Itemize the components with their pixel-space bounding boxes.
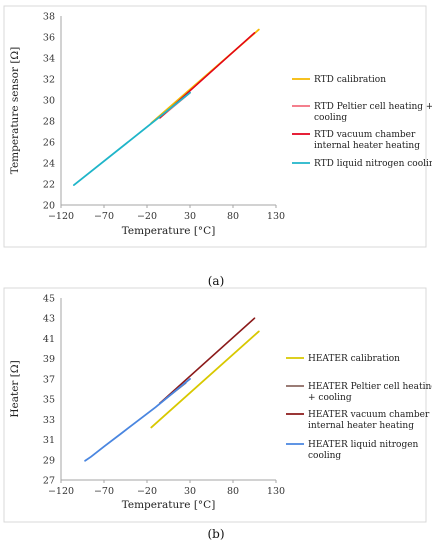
- y-tick-label: 29: [43, 455, 55, 466]
- y-axis-label: Temperature sensor [Ω]: [9, 47, 21, 174]
- x-tick-label: 30: [184, 211, 196, 222]
- legend-entry: HEATER vacuum chamber internal heater hea…: [308, 410, 430, 431]
- legend-entry: RTD calibration: [314, 75, 386, 85]
- chart-panel-b: −120 −70 −20 30 80 130 27 29 31 33 35 37 39 41 43 45 Tem…: [3, 287, 432, 541]
- y-tick-label: 43: [43, 314, 55, 325]
- x-tick-label: −120: [48, 211, 74, 222]
- y-tick-label: 34: [43, 54, 55, 65]
- panel-label: (b): [207, 527, 224, 541]
- y-tick-label: 41: [43, 334, 55, 345]
- x-tick-label: 130: [267, 211, 285, 222]
- y-tick-label: 24: [43, 159, 55, 170]
- y-tick-label: 33: [43, 415, 55, 426]
- y-tick-label: 26: [43, 138, 55, 149]
- y-tick-label: 31: [43, 435, 55, 446]
- y-tick-label: 27: [43, 476, 55, 487]
- y-tick-label: 35: [43, 395, 55, 406]
- x-tick-label: −70: [94, 211, 114, 222]
- chart-frame: [3, 5, 427, 248]
- x-axis-label: Temperature [°C]: [122, 499, 216, 511]
- x-tick-label: −120: [48, 486, 74, 497]
- y-tick-label: 28: [43, 117, 55, 128]
- y-tick-label: 39: [43, 354, 55, 365]
- x-tick-label: 80: [227, 211, 239, 222]
- x-tick-label: 30: [184, 486, 196, 497]
- y-tick-label: 38: [43, 12, 55, 23]
- chart-panel-a: −120 −70 −20 30 80 130 20 22 24 26 28 30 32 34 36 38 Tem…: [3, 5, 432, 288]
- y-tick-label: 30: [43, 96, 55, 107]
- series-line-4: [73, 91, 191, 187]
- x-tick-label: −20: [137, 486, 157, 497]
- series-line-1: [150, 330, 260, 429]
- y-tick-label: 20: [43, 201, 55, 212]
- x-tick-label: 80: [227, 486, 239, 497]
- x-tick-label: −20: [137, 211, 157, 222]
- chart-frame: [3, 287, 427, 523]
- x-axis-label: Temperature [°C]: [122, 225, 216, 237]
- panel-label: (a): [208, 274, 225, 288]
- series-line-3: [159, 317, 256, 405]
- y-tick-label: 36: [43, 33, 55, 44]
- y-axis-label: Heater [Ω]: [9, 360, 21, 417]
- legend-entry: RTD Peltier cell heating + cooling: [314, 102, 432, 123]
- x-tick-label: −70: [94, 486, 114, 497]
- legend-entry: HEATER Peltier cell heating + cooling: [308, 382, 432, 403]
- y-tick-label: 37: [43, 374, 55, 385]
- y-tick-label: 45: [43, 294, 55, 305]
- series-line-4: [84, 377, 191, 462]
- legend-entry: RTD liquid nitrogen cooling: [314, 159, 432, 169]
- y-tick-label: 32: [43, 75, 55, 86]
- legend-entry: RTD vacuum chamber internal heater heatin…: [314, 130, 420, 151]
- legend-entry: HEATER calibration: [308, 354, 400, 364]
- x-tick-label: 130: [267, 486, 285, 497]
- legend-entry: HEATER liquid nitrogen cooling: [308, 440, 419, 461]
- y-tick-label: 22: [43, 180, 55, 191]
